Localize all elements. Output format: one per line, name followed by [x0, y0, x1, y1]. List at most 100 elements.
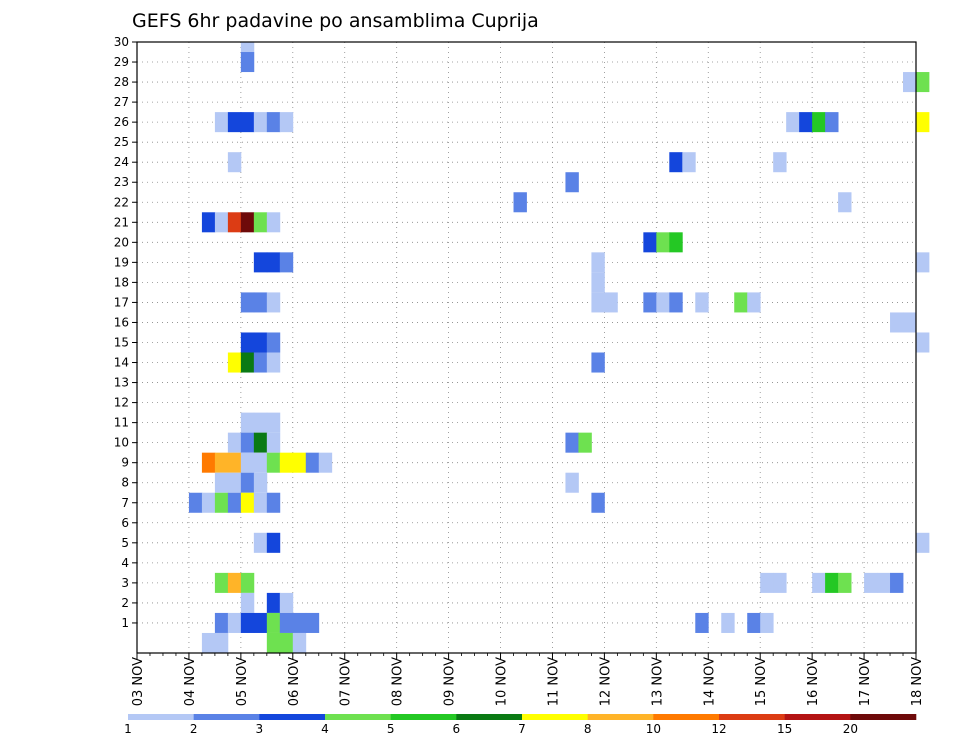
- y-tick-label: 7: [121, 496, 129, 510]
- precip-cell: [747, 292, 761, 313]
- precip-cell: [916, 252, 930, 273]
- y-tick-label: 24: [114, 155, 129, 169]
- precip-cell: [201, 452, 216, 473]
- precip-cell: [253, 492, 268, 513]
- precip-cell: [266, 592, 281, 613]
- precip-cell: [201, 492, 216, 513]
- colorbar-segment: [587, 714, 654, 720]
- precip-cell: [240, 412, 255, 433]
- precip-cell: [240, 52, 255, 73]
- precip-cell: [734, 292, 748, 313]
- precip-cell: [292, 612, 307, 633]
- precip-cell: [266, 492, 281, 513]
- x-tick-label: 18 NOV: [910, 657, 925, 706]
- precip-cell: [227, 492, 242, 513]
- colorbar-label: 15: [777, 722, 792, 736]
- precip-cell: [253, 452, 268, 473]
- precip-cell: [812, 572, 826, 593]
- y-tick-label: 27: [114, 95, 129, 109]
- y-tick-label: 18: [114, 275, 129, 289]
- precip-cell: [253, 432, 268, 453]
- precip-cell: [214, 452, 229, 473]
- precip-cell: [188, 492, 203, 513]
- precip-cell: [279, 112, 294, 133]
- precip-cell: [227, 212, 242, 233]
- colorbar-segment: [193, 714, 260, 720]
- precip-cell: [799, 112, 813, 133]
- colorbar-label: 20: [843, 722, 858, 736]
- x-tick-label: 03 NOV: [131, 657, 146, 706]
- precip-cell: [565, 172, 579, 193]
- precip-cell: [240, 292, 255, 313]
- y-tick-label: 10: [114, 436, 129, 450]
- y-axis: 1234567891011121314151617181920212223242…: [114, 35, 137, 630]
- x-tick-label: 12 NOV: [598, 657, 613, 706]
- precip-cell: [695, 612, 709, 633]
- colorbar-segment: [850, 714, 917, 720]
- precip-cell: [227, 572, 242, 593]
- precip-cell: [604, 292, 618, 313]
- y-tick-label: 29: [114, 55, 129, 69]
- precip-cell: [279, 592, 294, 613]
- colorbar-segment: [653, 714, 720, 720]
- colorbar: 1 2 3 4 5 6 7 8 10 12 15 20: [124, 714, 917, 736]
- colorbar-segment: [390, 714, 457, 720]
- y-tick-label: 20: [114, 235, 129, 249]
- precip-cell: [721, 612, 735, 633]
- precip-cell: [240, 42, 255, 53]
- x-tick-label: 15 NOV: [754, 657, 769, 706]
- y-tick-label: 21: [114, 215, 129, 229]
- colorbar-label: 2: [190, 722, 198, 736]
- precip-cell: [214, 212, 229, 233]
- y-tick-label: 26: [114, 115, 129, 129]
- precip-cell: [890, 572, 904, 593]
- precip-cell: [591, 272, 605, 293]
- colorbar-label: 3: [256, 722, 264, 736]
- x-tick-label: 17 NOV: [858, 657, 873, 706]
- precip-cell: [916, 112, 930, 133]
- precip-cell: [266, 432, 281, 453]
- y-tick-label: 13: [114, 376, 129, 390]
- colorbar-label: 12: [711, 722, 726, 736]
- precip-cell: [591, 492, 605, 513]
- grid: [137, 41, 916, 653]
- x-tick-label: 13 NOV: [650, 657, 665, 706]
- precip-cell: [240, 452, 255, 473]
- y-tick-label: 30: [114, 35, 129, 49]
- y-tick-label: 17: [114, 295, 129, 309]
- precip-cell: [565, 432, 579, 453]
- x-tick-label: 06 NOV: [287, 657, 302, 706]
- x-tick-label: 14 NOV: [702, 657, 717, 706]
- colorbar-segment: [128, 714, 194, 720]
- precip-cell: [747, 612, 761, 633]
- precip-cell: [864, 572, 878, 593]
- colorbar-segment: [784, 714, 851, 720]
- y-tick-label: 6: [121, 516, 129, 530]
- precip-cell: [201, 212, 216, 233]
- precip-cell: [669, 232, 683, 253]
- precip-cell: [253, 412, 268, 433]
- precip-cell: [903, 312, 917, 333]
- colorbar-label: 4: [321, 722, 329, 736]
- y-tick-label: 1: [121, 616, 129, 630]
- precip-cell: [292, 632, 307, 653]
- x-tick-label: 10 NOV: [495, 657, 510, 706]
- precip-cell: [266, 212, 281, 233]
- precip-cell: [253, 472, 268, 493]
- precip-cell: [318, 452, 333, 473]
- precip-cell: [838, 572, 852, 593]
- precip-cell: [227, 112, 242, 133]
- precip-cell: [266, 252, 281, 273]
- y-tick-label: 2: [121, 596, 129, 610]
- chart-title: GEFS 6hr padavine po ansamblima Cuprija: [132, 10, 539, 32]
- precip-cell: [253, 292, 268, 313]
- colorbar-label: 8: [584, 722, 592, 736]
- precip-cell: [578, 432, 592, 453]
- precip-cell: [240, 592, 255, 613]
- precip-cell: [591, 252, 605, 273]
- precip-cell: [760, 572, 774, 593]
- precip-cell: [838, 192, 852, 213]
- precip-cell: [253, 332, 268, 353]
- colorbar-label: 6: [453, 722, 461, 736]
